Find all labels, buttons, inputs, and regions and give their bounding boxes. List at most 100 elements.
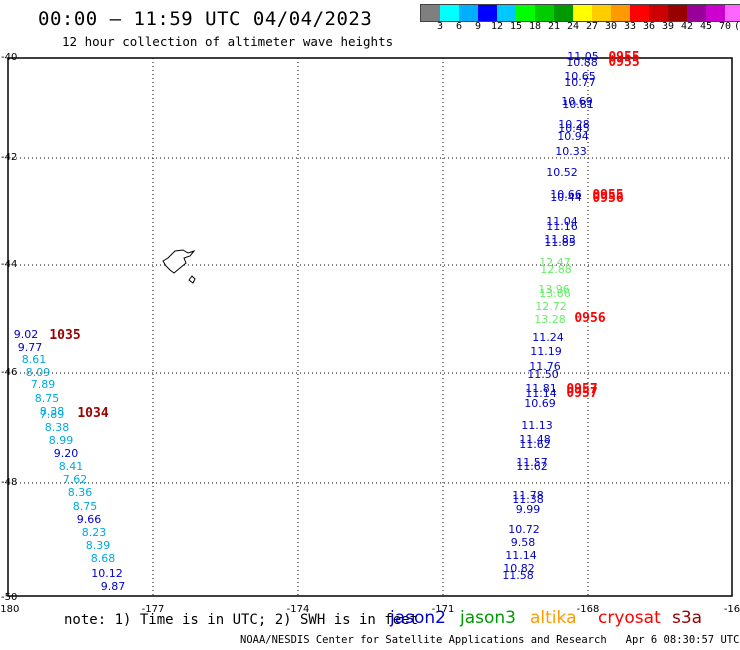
scale-swatch — [630, 5, 649, 21]
wave-height-label: 8.09 — [26, 366, 51, 379]
pass-time-label: 0955 — [608, 55, 639, 70]
wave-height-label: 12.88 — [540, 263, 572, 276]
lon-tick-label: -168 — [577, 604, 600, 615]
scale-swatch — [554, 5, 573, 21]
scale-unit-label: (ft) — [734, 21, 740, 32]
wave-height-label: 8.23 — [82, 526, 107, 539]
wave-height-label: 9.77 — [18, 341, 43, 354]
scale-tick-label: 15 — [509, 21, 523, 32]
wave-height-label: 8.75 — [73, 500, 98, 513]
lon-tick-label: -16 — [724, 604, 740, 615]
wave-height-label: 8.99 — [49, 434, 74, 447]
scale-tick-label: 12 — [490, 21, 504, 32]
wave-height-label: 8.36 — [68, 486, 93, 499]
scale-swatch — [440, 5, 459, 21]
wave-height-label: 11.04 — [546, 215, 578, 228]
scale-swatch — [611, 5, 630, 21]
pass-time-label: 1034 — [77, 406, 108, 421]
wave-height-label: 12.47 — [539, 256, 571, 269]
scale-swatch — [687, 5, 706, 21]
scale-tick-label: 70 — [718, 21, 732, 32]
wave-height-label: 11.14 — [525, 387, 557, 400]
scale-swatch — [668, 5, 687, 21]
wave-height-label: 8.61 — [22, 353, 47, 366]
scale-swatch — [497, 5, 516, 21]
wave-height-label: 11.14 — [505, 549, 537, 562]
scale-tick-label: 39 — [661, 21, 675, 32]
scale-swatch — [725, 5, 740, 21]
wave-height-label: 9.02 — [14, 328, 39, 341]
wave-height-label: 11.62 — [516, 460, 548, 473]
scale-tick-label: 21 — [547, 21, 561, 32]
credit-timestamp: Apr 6 08:30:57 UTC 2023 — [625, 634, 740, 646]
scale-swatch — [592, 5, 611, 21]
wave-height-label: 8.38 — [40, 405, 65, 418]
pass-time-label: 0956 — [592, 191, 623, 206]
lat-tick-label: -48 — [1, 477, 17, 488]
scale-tick-label: 33 — [623, 21, 637, 32]
wave-height-label: 10.82 — [503, 562, 535, 575]
wave-height-label: 10.69 — [524, 397, 556, 410]
pass-time-label: 0955 — [608, 50, 639, 65]
wave-height-label: 7.89 — [40, 408, 65, 421]
scale-tick-label: 27 — [585, 21, 599, 32]
scale-swatch — [421, 5, 440, 21]
wave-height-label: 11.85 — [544, 236, 576, 249]
wave-height-label: 10.81 — [562, 98, 594, 111]
wave-height-label: 11.57 — [516, 456, 548, 469]
satellite-legend-jason3: jason3 — [460, 608, 516, 628]
scale-swatch — [535, 5, 554, 21]
map-frame — [7, 57, 733, 597]
wave-height-label: 10.12 — [91, 567, 123, 580]
wave-height-label: 10.45 — [558, 122, 590, 135]
lat-tick-label: -40 — [1, 52, 17, 63]
lat-tick-label: -46 — [1, 367, 17, 378]
wave-height-label: 12.72 — [535, 300, 567, 313]
satellite-legend-cryosat: cryosat — [598, 608, 661, 628]
wave-height-label: 11.05 — [567, 50, 599, 63]
wave-height-label: 11.58 — [502, 569, 534, 582]
scale-tick-label: 18 — [528, 21, 542, 32]
wave-height-label: 11.78 — [512, 489, 544, 502]
wave-height-label: 11.83 — [544, 233, 576, 246]
satellite-legend-jason2: jason2 — [390, 608, 446, 628]
lon-tick-label: -177 — [142, 604, 165, 615]
wave-height-label: 9.99 — [516, 503, 541, 516]
wave-height-label: 10.94 — [557, 130, 589, 143]
footer-note: note: 1) Time is in UTC; 2) SWH is in fe… — [64, 612, 419, 628]
wave-height-label: 10.72 — [508, 523, 540, 536]
wave-height-label: 10.33 — [555, 145, 587, 158]
color-scale-bar — [420, 4, 740, 22]
scale-tick-label: 24 — [566, 21, 580, 32]
satellite-legend-s3a: s3a — [672, 608, 703, 628]
wave-height-label: 13.96 — [538, 283, 570, 296]
wave-height-label: 8.38 — [45, 421, 70, 434]
scale-tick-label: 6 — [455, 21, 463, 32]
lon-tick-label: -180 — [0, 604, 19, 615]
wave-height-label: 10.65 — [564, 70, 596, 83]
wave-height-label: 10.69 — [561, 95, 593, 108]
wave-height-label: 7.89 — [31, 378, 56, 391]
wave-height-label: 11.19 — [530, 345, 562, 358]
scale-tick-label: 30 — [604, 21, 618, 32]
island-outline — [162, 249, 196, 274]
scale-tick-label: 42 — [680, 21, 694, 32]
satellite-legend-altika: altika — [530, 608, 577, 628]
wave-height-label: 7.62 — [63, 473, 88, 486]
wave-height-label: 10.88 — [566, 56, 598, 69]
wave-height-label: 11.50 — [527, 368, 559, 381]
wave-height-label: 8.68 — [91, 552, 116, 565]
pass-time-label: 0957 — [566, 386, 597, 401]
wave-height-label: 9.58 — [511, 536, 536, 549]
pass-time-label: 0957 — [566, 382, 597, 397]
wave-height-label: 11.62 — [519, 438, 551, 451]
pass-time-label: 1035 — [49, 328, 80, 343]
wave-height-label: 9.87 — [101, 580, 126, 593]
wave-height-label: 13.86 — [539, 287, 571, 300]
scale-swatch — [459, 5, 478, 21]
credit-line: NOAA/NESDIS Center for Satellite Applica… — [240, 634, 740, 646]
wave-height-label: 11.76 — [529, 360, 561, 373]
credit-text: NOAA/NESDIS Center for Satellite Applica… — [240, 634, 607, 646]
scale-swatch — [706, 5, 725, 21]
